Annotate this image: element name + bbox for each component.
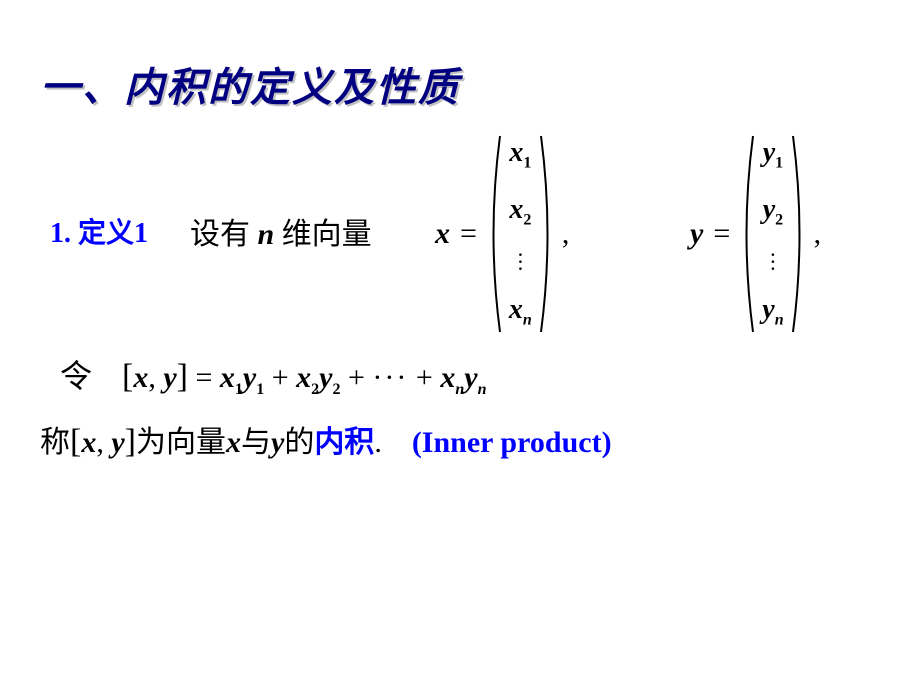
- inner-product-label: 内积: [314, 417, 374, 461]
- equals-sign: =: [460, 217, 477, 251]
- x1: x1: [509, 139, 531, 172]
- comma: ,: [814, 217, 822, 251]
- conclusion-row: 称 [x, y] 为向量 x 与 y 的 内积 . (Inner product…: [40, 417, 880, 461]
- definition-text: 设有 n 维向量: [190, 209, 372, 253]
- equals-sign: =: [713, 217, 730, 251]
- right-paren-icon: [538, 134, 556, 334]
- right-paren-icon: [790, 134, 808, 334]
- definition-label: 1. 定义1: [50, 211, 148, 251]
- vector-y-name: y: [690, 217, 703, 251]
- left-paren-icon: [485, 134, 503, 334]
- vector-x-name: x: [435, 217, 450, 251]
- bracket-xy: [x, y]: [70, 423, 136, 461]
- definition-row: 1. 定义1 设有 n 维向量 x = x1 x2 ··· xn , y =: [40, 141, 880, 341]
- pre-text: 称: [40, 417, 70, 461]
- xn: xn: [509, 296, 532, 329]
- y1: y1: [763, 139, 783, 172]
- vector-x-column: x1 x2 ··· xn: [503, 131, 538, 337]
- def-post: 维向量: [274, 218, 372, 251]
- vector-y: y = y1 y2 ··· yn ,: [690, 131, 821, 337]
- slide: 一、内积的定义及性质 1. 定义1 设有 n 维向量 x = x1 x2 ···…: [0, 0, 920, 501]
- mid3-text: 的: [284, 417, 314, 461]
- y2: y2: [763, 196, 783, 229]
- inner-product-formula: [x, y] = x1y1 + x2y2 + ··· + xnyn: [122, 361, 486, 394]
- yn: yn: [762, 296, 783, 329]
- var-y: y: [271, 426, 284, 460]
- var-n: n: [258, 218, 275, 251]
- slide-title: 一、内积的定义及性质: [40, 55, 880, 113]
- formula-row: 令 [x, y] = x1y1 + x2y2 + ··· + xnyn: [40, 351, 880, 399]
- let-label: 令: [60, 358, 92, 394]
- vdots-icon: ···: [517, 252, 524, 272]
- left-paren-icon: [738, 134, 756, 334]
- inner-product-english: (Inner product): [412, 426, 612, 460]
- x2: x2: [509, 196, 531, 229]
- period: .: [374, 426, 382, 460]
- def-pre: 设有: [190, 218, 258, 251]
- vector-y-column: y1 y2 ··· yn: [756, 131, 789, 337]
- vdots-icon: ···: [769, 252, 776, 272]
- vector-x: x = x1 x2 ··· xn ,: [435, 131, 569, 337]
- comma: ,: [562, 217, 570, 251]
- var-x: x: [226, 426, 241, 460]
- mid2-text: 与: [241, 417, 271, 461]
- mid1-text: 为向量: [136, 417, 226, 461]
